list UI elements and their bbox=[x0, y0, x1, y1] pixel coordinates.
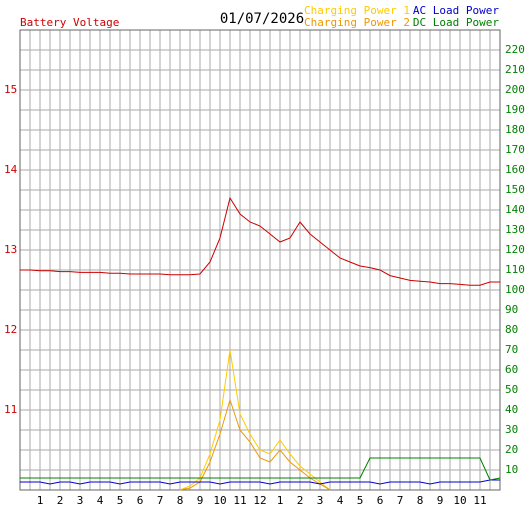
y2-tick-label: 90 bbox=[505, 303, 518, 316]
y2-tick-label: 70 bbox=[505, 343, 518, 356]
x-tick-label: 9 bbox=[437, 494, 444, 507]
x-tick-label: 8 bbox=[417, 494, 424, 507]
x-tick-label: 7 bbox=[397, 494, 404, 507]
y-tick-label: 13 bbox=[4, 243, 17, 256]
y-tick-label: 14 bbox=[4, 163, 18, 176]
y-tick-label: 11 bbox=[4, 403, 17, 416]
y2-tick-label: 50 bbox=[505, 383, 518, 396]
x-tick-label: 4 bbox=[337, 494, 344, 507]
x-tick-label: 9 bbox=[197, 494, 204, 507]
y2-tick-label: 180 bbox=[505, 123, 525, 136]
y2-tick-label: 10 bbox=[505, 463, 518, 476]
x-tick-label: 1 bbox=[37, 494, 44, 507]
x-tick-label: 10 bbox=[213, 494, 226, 507]
x-tick-label: 1 bbox=[277, 494, 284, 507]
x-tick-label: 3 bbox=[77, 494, 84, 507]
y2-tick-label: 120 bbox=[505, 243, 525, 256]
y2-tick-label: 140 bbox=[505, 203, 525, 216]
y2-tick-label: 170 bbox=[505, 143, 525, 156]
x-tick-label: 5 bbox=[117, 494, 124, 507]
x-tick-label: 6 bbox=[377, 494, 384, 507]
x-tick-label: 3 bbox=[317, 494, 324, 507]
legend-entry: Battery Voltage bbox=[20, 16, 119, 29]
x-tick-label: 4 bbox=[97, 494, 104, 507]
x-tick-label: 8 bbox=[177, 494, 184, 507]
y2-tick-label: 190 bbox=[505, 103, 525, 116]
y2-tick-label: 150 bbox=[505, 183, 525, 196]
y2-tick-label: 80 bbox=[505, 323, 518, 336]
legend-entry: DC Load Power bbox=[413, 16, 499, 29]
y2-tick-label: 210 bbox=[505, 63, 525, 76]
series-line bbox=[20, 196, 500, 286]
x-tick-label: 12 bbox=[253, 494, 266, 507]
x-tick-label: 11 bbox=[233, 494, 246, 507]
x-tick-label: 6 bbox=[137, 494, 144, 507]
series-line bbox=[20, 457, 501, 481]
y2-tick-label: 20 bbox=[505, 443, 518, 456]
plot-border bbox=[19, 29, 501, 491]
series-line bbox=[179, 398, 331, 491]
x-tick-label: 2 bbox=[57, 494, 64, 507]
series-line bbox=[179, 349, 331, 491]
y2-tick-label: 60 bbox=[505, 363, 518, 376]
y-tick-label: 15 bbox=[4, 83, 17, 96]
y2-tick-label: 200 bbox=[505, 83, 525, 96]
y2-tick-label: 100 bbox=[505, 283, 525, 296]
legend-entry: Charging Power 1 bbox=[304, 4, 410, 17]
y2-tick-label: 220 bbox=[505, 43, 525, 56]
y-tick-label: 12 bbox=[4, 323, 17, 336]
y2-tick-label: 160 bbox=[505, 163, 525, 176]
legend-entry: AC Load Power bbox=[413, 4, 499, 17]
x-tick-label: 11 bbox=[473, 494, 486, 507]
y2-tick-label: 110 bbox=[505, 263, 525, 276]
chart-title: 01/07/2026 bbox=[220, 11, 304, 27]
x-tick-label: 2 bbox=[297, 494, 304, 507]
x-tick-label: 7 bbox=[157, 494, 164, 507]
series-line bbox=[20, 479, 500, 485]
legend-entry: Charging Power 2 bbox=[304, 16, 410, 29]
x-tick-label: 5 bbox=[357, 494, 364, 507]
y2-tick-label: 130 bbox=[505, 223, 525, 236]
y2-tick-label: 40 bbox=[505, 403, 518, 416]
x-tick-label: 10 bbox=[453, 494, 466, 507]
y2-tick-label: 30 bbox=[505, 423, 518, 436]
